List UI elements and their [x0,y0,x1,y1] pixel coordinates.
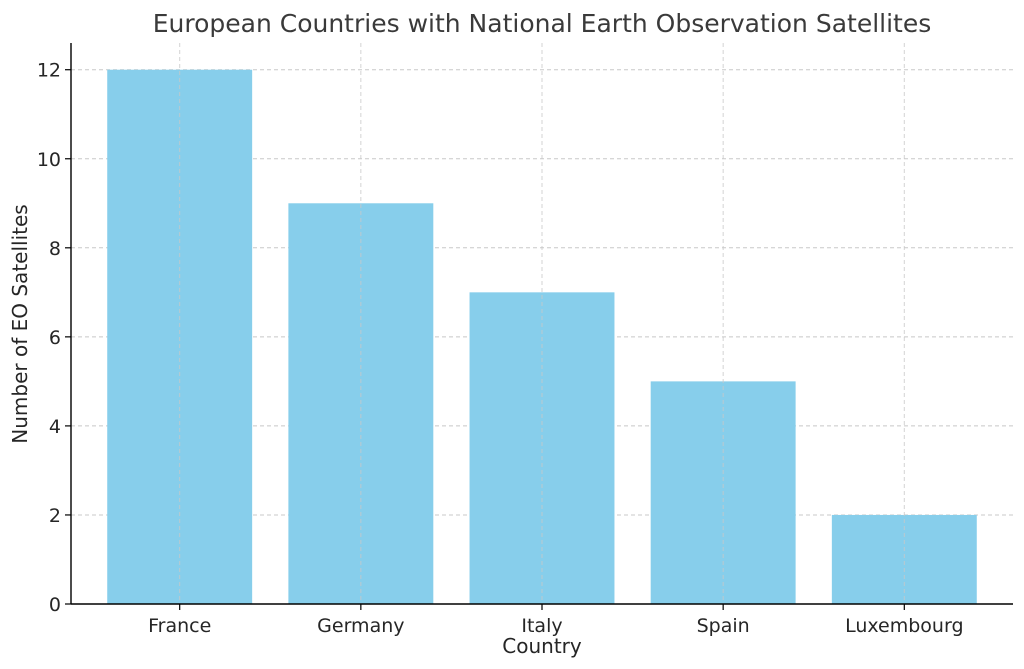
y-tick-label: 0 [49,594,61,616]
y-tick-label: 8 [49,238,61,260]
x-tick-label: Germany [317,615,404,637]
x-tick-label: France [148,615,211,637]
x-axis-label: Country [502,634,582,658]
y-tick-label: 10 [37,149,61,171]
chart-title: European Countries with National Earth O… [153,9,932,38]
y-axis-ticks: 0 2 4 6 8 10 12 [37,60,71,616]
y-tick-label: 4 [49,416,61,438]
y-tick-label: 6 [49,327,61,349]
x-axis-ticks: France Germany Italy Spain Luxembourg [148,604,964,637]
y-tick-label: 12 [37,60,61,82]
vertical-grid-lines [179,43,905,604]
x-tick-label: Spain [697,615,750,637]
y-axis-label: Number of EO Satellites [8,204,32,443]
y-tick-label: 2 [49,505,61,527]
x-tick-label: Italy [521,615,562,637]
x-tick-label: Luxembourg [845,615,963,637]
